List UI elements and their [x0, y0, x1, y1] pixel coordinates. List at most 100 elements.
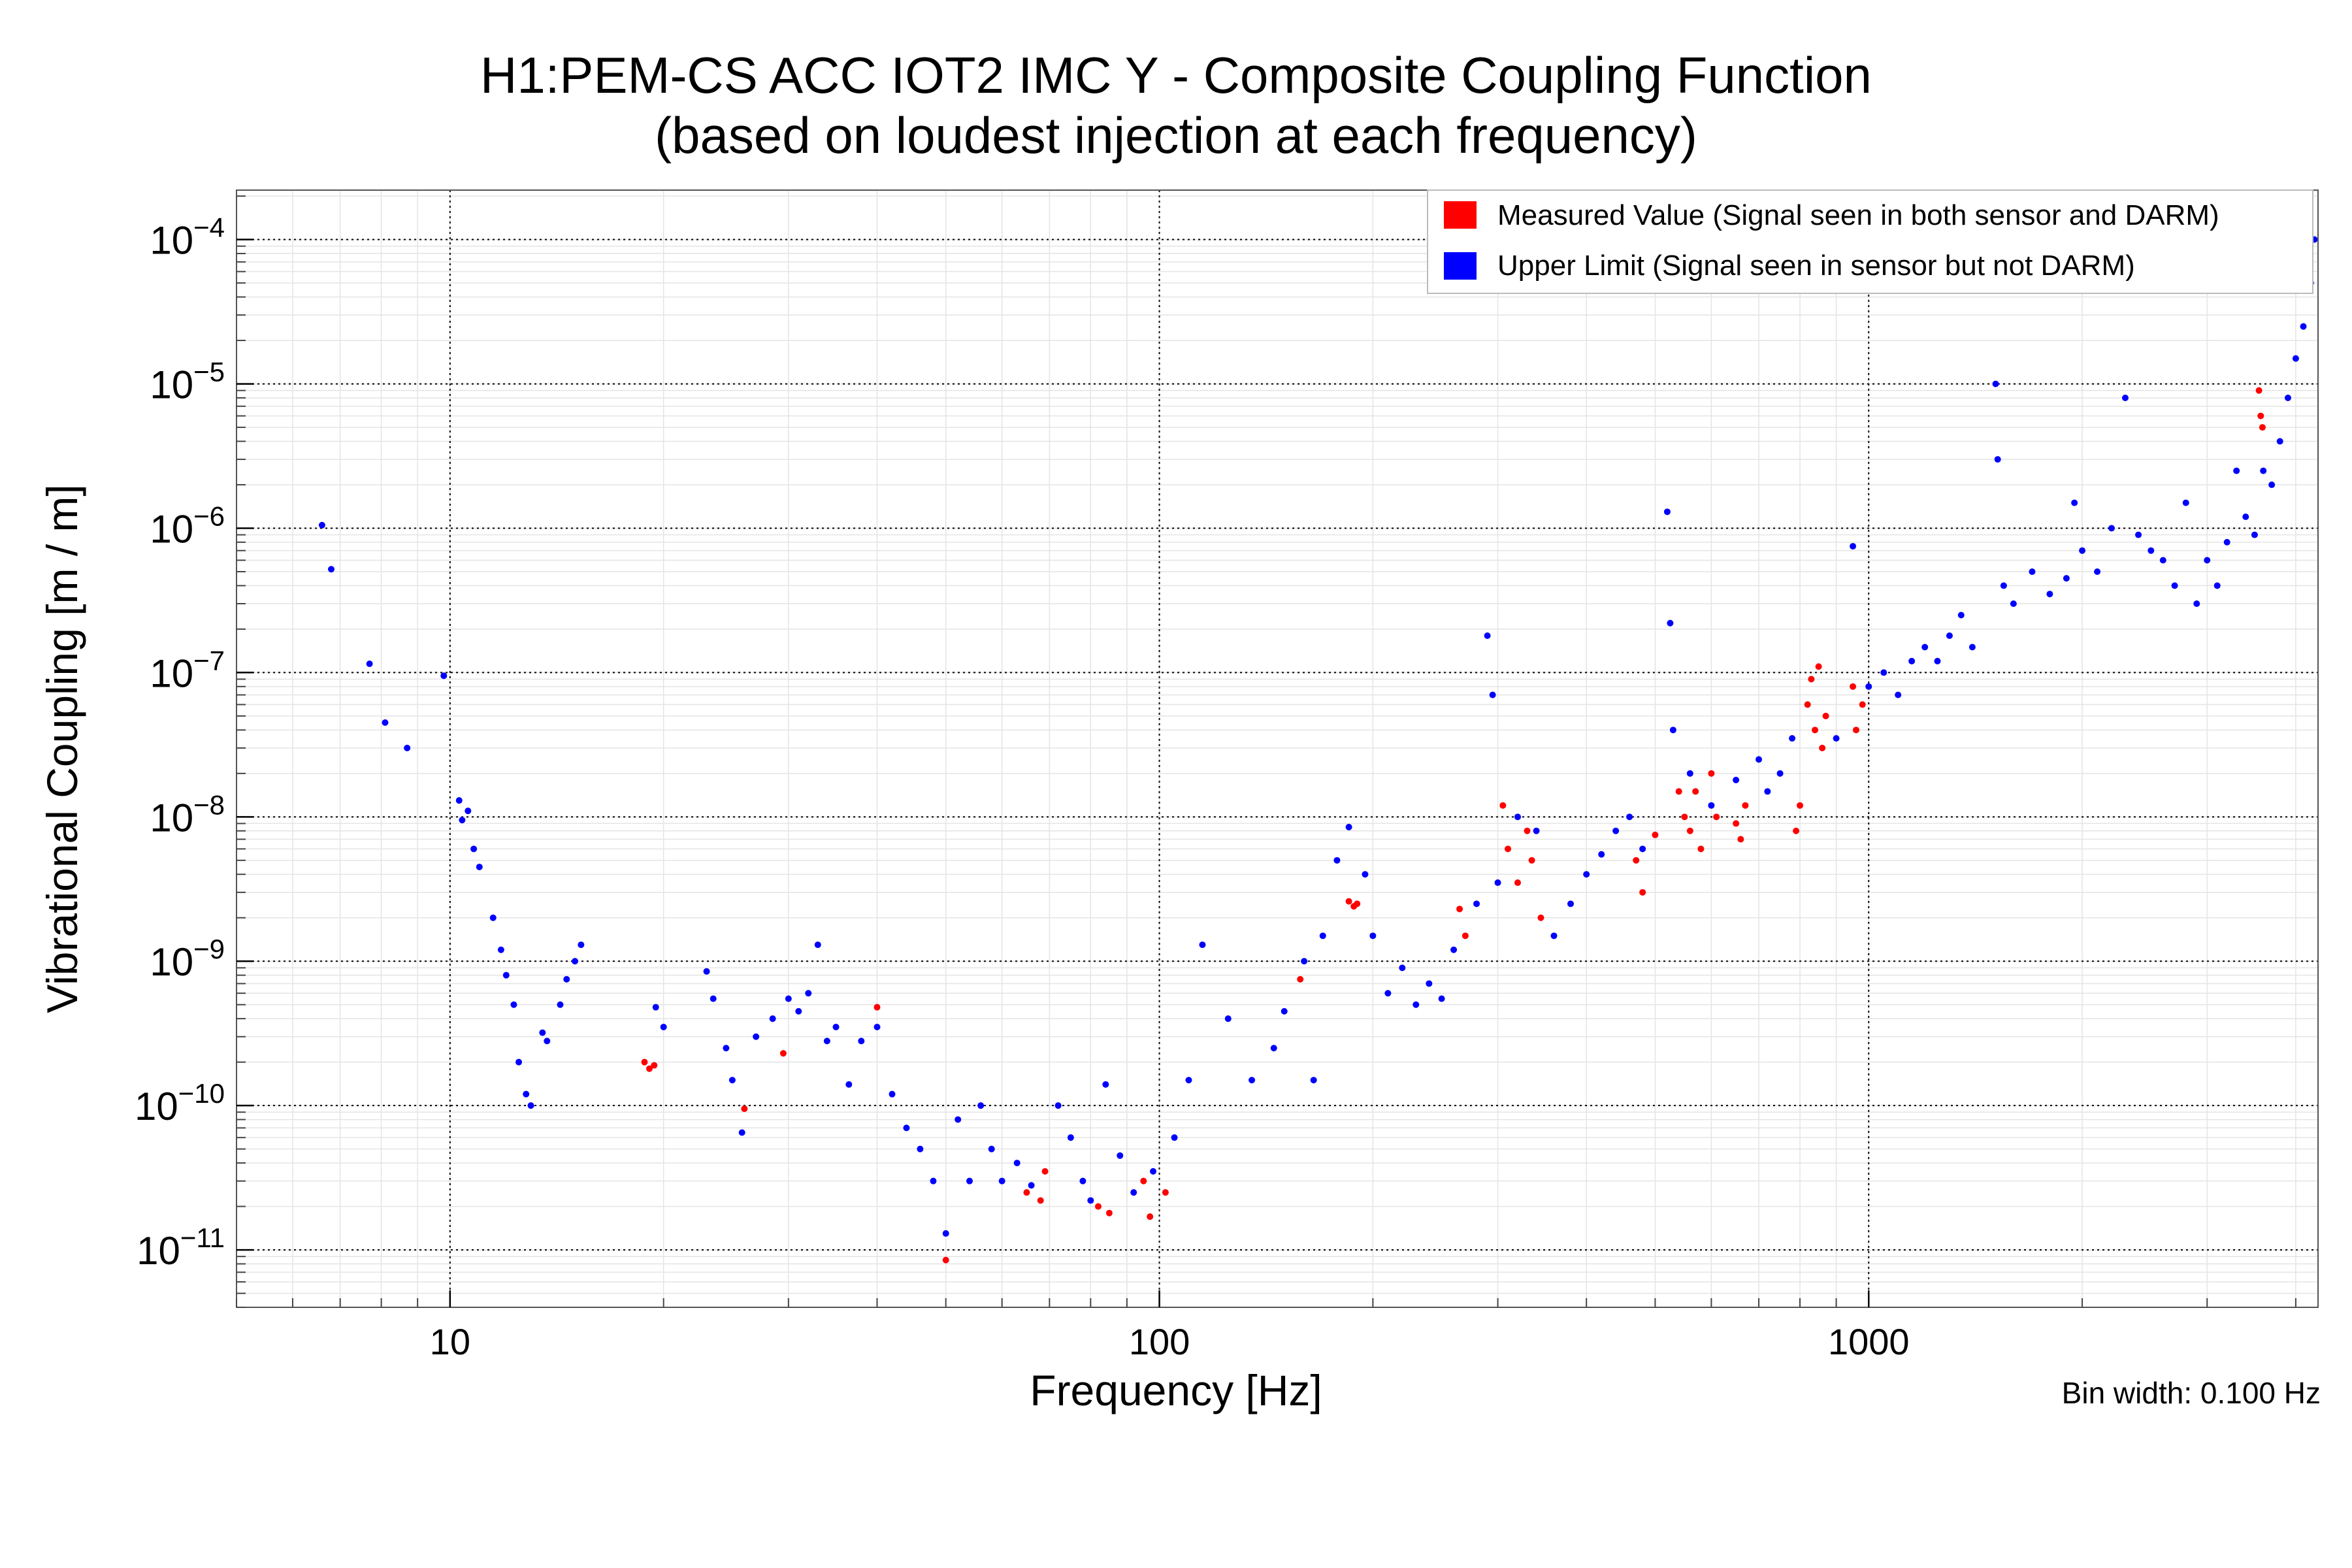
data-point: [2259, 424, 2266, 431]
data-point: [440, 672, 448, 679]
data-point: [1583, 871, 1590, 878]
data-point: [1692, 788, 1699, 795]
data-point: [1094, 1203, 1102, 1210]
data-point: [1639, 845, 1646, 853]
data-point: [1921, 644, 1929, 651]
data-point: [977, 1102, 985, 1109]
y-tick-label-exponent: −10: [178, 1078, 225, 1109]
data-point: [502, 972, 510, 979]
data-point: [1369, 932, 1377, 939]
y-axis-label: Vibrational Coupling [m / m]: [38, 484, 86, 1013]
data-point: [814, 941, 821, 949]
y-tick-label-base: 10: [150, 219, 193, 263]
data-point: [1598, 851, 1605, 858]
data-point: [966, 1177, 973, 1184]
data-point: [1249, 1077, 1256, 1084]
data-point: [1413, 1001, 1420, 1008]
data-point: [1345, 823, 1352, 830]
x-tick-label: 1000: [1828, 1321, 1910, 1362]
data-point: [557, 1001, 564, 1008]
data-point: [489, 914, 497, 921]
data-point: [1793, 827, 1800, 834]
data-point: [476, 863, 483, 870]
data-point: [2046, 591, 2053, 598]
data-point: [2182, 499, 2189, 506]
series-measured: [641, 387, 2266, 1264]
data-point: [2135, 531, 2142, 538]
data-point: [1037, 1197, 1044, 1204]
plot-area-background: [237, 190, 2318, 1307]
data-point: [1102, 1081, 1109, 1088]
y-tick-label: 10−5: [150, 357, 225, 407]
data-point: [1345, 898, 1352, 905]
data-point: [1281, 1007, 1288, 1015]
data-point: [404, 744, 411, 751]
data-point: [527, 1102, 534, 1109]
data-point: [769, 1015, 776, 1022]
data-point: [1756, 756, 1763, 763]
data-point: [1992, 380, 1999, 387]
data-point: [1399, 964, 1406, 972]
data-point: [1764, 788, 1771, 795]
data-point: [510, 1001, 517, 1008]
data-point: [1185, 1077, 1192, 1084]
data-point: [1908, 657, 1916, 664]
data-point: [1533, 827, 1540, 834]
data-point: [1639, 889, 1646, 896]
y-tick-label-base: 10: [150, 796, 193, 840]
data-point: [1499, 802, 1507, 809]
data-point: [1484, 632, 1491, 640]
data-point: [753, 1033, 760, 1040]
data-point: [455, 797, 463, 804]
data-point: [2292, 355, 2299, 362]
data-point: [805, 990, 812, 997]
data-point: [889, 1090, 896, 1098]
data-point: [874, 1023, 881, 1030]
data-point: [470, 845, 478, 853]
legend-label-measured: Measured Value (Signal seen in both sens…: [1497, 199, 2219, 231]
data-point: [1946, 632, 1953, 640]
data-point: [1199, 941, 1206, 949]
data-point: [1117, 1152, 1124, 1159]
data-point: [1859, 701, 1866, 708]
data-point: [1162, 1189, 1169, 1196]
data-point: [779, 1050, 787, 1057]
data-point: [2268, 481, 2276, 488]
data-point: [1140, 1177, 1147, 1184]
data-point: [2159, 557, 2166, 564]
minor-gridlines: [236, 190, 2318, 1308]
data-point: [1028, 1182, 1035, 1189]
data-point: [1041, 1168, 1049, 1175]
data-point: [2193, 600, 2200, 608]
data-point: [741, 1105, 748, 1113]
data-point: [1808, 676, 1815, 683]
data-point: [1130, 1189, 1137, 1196]
legend-swatch-measured: [1444, 201, 1477, 229]
data-point: [1270, 1045, 1277, 1052]
data-point: [988, 1145, 995, 1152]
data-point: [1957, 612, 1965, 619]
data-point: [1354, 900, 1361, 907]
data-point: [2300, 323, 2307, 330]
chart-subtitle: (based on loudest injection at each freq…: [655, 106, 1697, 164]
data-point: [523, 1090, 530, 1098]
data-point: [1626, 813, 1633, 821]
data-point: [1708, 770, 1715, 777]
x-axis-label: Frequency [Hz]: [1030, 1366, 1322, 1414]
y-tick-label-base: 10: [137, 1229, 180, 1273]
data-point: [1023, 1189, 1030, 1196]
data-point: [1426, 980, 1433, 987]
data-point: [1384, 990, 1392, 997]
data-point: [465, 808, 472, 815]
data-point: [1524, 827, 1531, 834]
legend-box: [1427, 189, 2313, 294]
data-point: [1663, 508, 1671, 515]
data-point: [459, 817, 466, 824]
data-point: [1450, 946, 1458, 953]
x-tick-label: 10: [430, 1321, 470, 1362]
y-tick-label-exponent: −4: [193, 212, 225, 243]
data-point: [327, 566, 335, 573]
data-point: [1079, 1177, 1086, 1184]
data-point: [1686, 770, 1693, 777]
